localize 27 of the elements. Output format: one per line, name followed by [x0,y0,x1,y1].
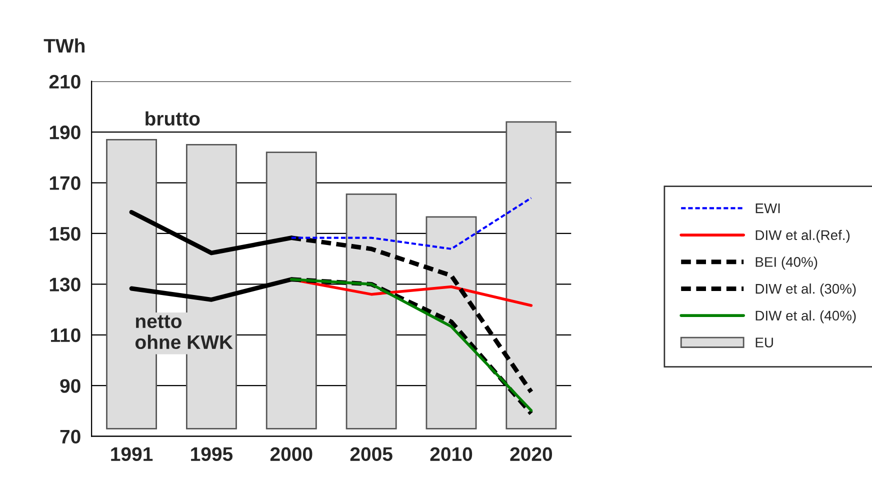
x-tick-label: 2020 [510,447,552,462]
y-tick-label: 90 [60,379,80,393]
legend-label: BEI (40%) [756,256,818,270]
legend-label: EU [756,338,773,348]
y-tick-label: 70 [60,430,80,444]
y-axis-title: TWh [44,38,85,52]
annotation: netto ohne KWK [135,315,233,350]
legend-label: DIW et al.(Ref.) [756,230,850,243]
annotation: brutto [146,111,200,126]
bar [346,193,397,430]
y-tick-label: 130 [50,278,80,292]
bar [506,121,557,430]
y-tick-label: 170 [50,176,80,190]
x-tick-label: 2010 [430,447,472,462]
bar [426,216,477,430]
y-tick-label: 190 [50,126,80,140]
x-tick-label: 2000 [270,447,312,462]
legend-label: DIW et al. (40%) [756,310,856,324]
bar [266,152,317,430]
y-tick-label: 210 [49,74,80,89]
x-tick-label: 1991 [111,447,153,462]
x-tick-label: 1995 [191,447,233,462]
y-tick-label: 110 [51,328,80,342]
legend-label: DIW et al. (30%) [756,284,856,296]
legend-label: EWI [756,204,780,214]
x-tick-label: 2005 [350,447,392,462]
y-tick-label: 150 [50,226,80,241]
